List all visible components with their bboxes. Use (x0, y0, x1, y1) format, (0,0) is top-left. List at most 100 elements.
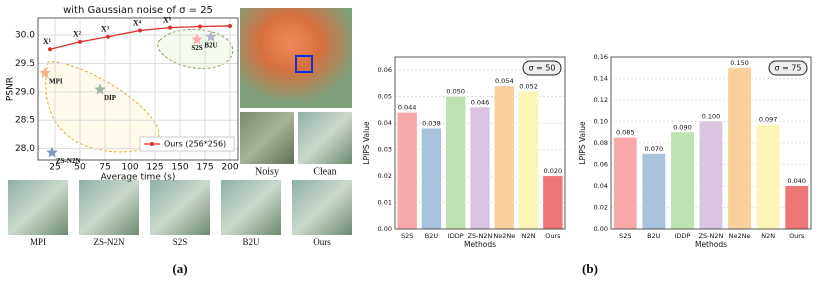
noisy-crop (240, 112, 294, 164)
y-tick-label: 0.06 (378, 66, 392, 74)
x-tick-label: IDDP (674, 232, 690, 240)
x-tick-label: 150 (171, 163, 188, 173)
y-tick-label: 0.00 (594, 225, 608, 233)
point-label: B2U (204, 41, 217, 49)
value-label: 0.052 (519, 82, 538, 90)
x-tick-label: Ne2Ne (729, 232, 751, 240)
value-label: 0.090 (673, 123, 692, 131)
value-label: 0.020 (544, 167, 563, 175)
point-label: X⁴ (133, 18, 142, 27)
point-label: X¹ (43, 37, 52, 46)
method-point (39, 67, 51, 78)
y-tick-label: 0.04 (378, 119, 392, 127)
series-marker (106, 34, 110, 39)
legend-marker (150, 142, 154, 146)
x-tick-label: ZS-N2N (699, 232, 724, 240)
bar (397, 112, 417, 229)
x-axis-label: Methods (695, 240, 727, 249)
y-tick-label: 0.05 (378, 93, 392, 101)
bar (671, 132, 694, 229)
method-point (205, 30, 217, 42)
x-tick-label: B2U (425, 232, 439, 240)
series-marker (198, 24, 202, 29)
value-label: 0.038 (422, 119, 441, 127)
x-tick-label: 50 (74, 163, 86, 173)
x-tick-label: 100 (121, 163, 138, 173)
x-axis-label: Average time (s) (101, 173, 176, 183)
image-label: Clean (313, 166, 336, 177)
crop-image (292, 180, 352, 235)
bar (470, 107, 490, 229)
y-tick-label: 28.0 (15, 144, 35, 154)
annotation: σ = 50 (528, 64, 555, 73)
bar (642, 153, 666, 229)
value-label: 0.050 (446, 88, 465, 96)
point-label: X² (73, 30, 82, 39)
x-tick-label: S2S (401, 232, 413, 240)
series-marker (168, 25, 172, 30)
y-tick-label: 29.5 (15, 59, 35, 69)
x-tick-label: 200 (221, 163, 238, 173)
image-label: MPI (30, 237, 46, 247)
value-label: 0.150 (730, 59, 749, 67)
crop-image (8, 180, 68, 235)
x-tick-label: 75 (99, 163, 110, 173)
y-tick-label: 0.03 (378, 146, 392, 154)
y-tick-label: 28.5 (15, 116, 35, 126)
y-tick-label: 0.08 (594, 139, 608, 147)
value-label: 0.046 (471, 98, 490, 106)
y-tick-label: 0.04 (594, 182, 608, 190)
y-axis-label: PSNR (6, 77, 16, 101)
y-tick-label: 30.0 (15, 31, 35, 41)
image-label: Ours (313, 237, 331, 247)
image-label: B2U (242, 237, 260, 247)
y-tick-label: 0.02 (594, 204, 608, 212)
method-point (191, 33, 203, 45)
point-label: DIP (104, 94, 117, 102)
crop-image (79, 180, 139, 235)
y-tick-label: 0.10 (594, 118, 608, 126)
value-label: 0.054 (495, 77, 514, 85)
value-label: 0.040 (787, 177, 806, 185)
bar (421, 128, 442, 229)
bar (728, 67, 751, 229)
image-label: S2S (173, 237, 188, 247)
chart-title: with Gaussian noise of σ = 25 (63, 5, 213, 16)
x-axis-label: Methods (464, 240, 496, 249)
bar (699, 121, 723, 229)
bar (756, 124, 780, 229)
bar (446, 96, 466, 229)
x-tick-label: Ours (545, 232, 561, 240)
legend-box (139, 136, 235, 152)
x-tick-label: B2U (647, 232, 661, 240)
bar (543, 176, 563, 229)
x-tick-label: N2N (522, 232, 536, 240)
y-tick-label: 0.16 (594, 53, 608, 61)
x-tick-label: 25 (49, 163, 60, 173)
y-axis-label: LPIPS Value (362, 121, 371, 165)
series-marker (78, 39, 82, 44)
series-marker (138, 28, 142, 33)
y-tick-label: 0.02 (378, 172, 392, 180)
point-label: S2S (191, 44, 202, 52)
bar (613, 137, 637, 229)
panel-label: (b) (582, 261, 598, 276)
bar (785, 186, 809, 229)
clean-crop (298, 112, 352, 164)
y-tick-label: 0.01 (378, 199, 392, 207)
x-tick-label: S2S (619, 232, 631, 240)
method-point (46, 146, 58, 158)
point-label: X³ (101, 25, 110, 34)
x-tick-label: ZS-N2N (468, 232, 493, 240)
y-tick-label: 0.12 (594, 96, 608, 104)
x-tick-label: 175 (196, 163, 213, 173)
value-label: 0.100 (702, 113, 721, 121)
y-tick-label: 0.00 (378, 225, 392, 233)
region (45, 61, 160, 153)
method-point (94, 83, 106, 95)
value-label: 0.070 (645, 145, 664, 153)
y-tick-label: 0.14 (594, 75, 608, 83)
annotation-box (522, 60, 562, 76)
